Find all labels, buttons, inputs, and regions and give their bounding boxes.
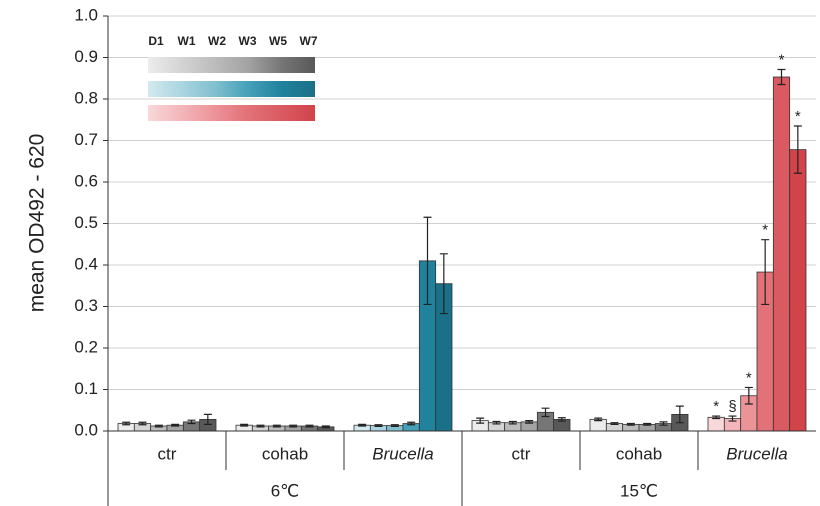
legend-label: D1 bbox=[148, 34, 164, 48]
category-label: cohab bbox=[262, 444, 308, 463]
error-bar bbox=[289, 424, 298, 428]
legend-swatch bbox=[148, 57, 315, 73]
y-tick-label: 0.4 bbox=[74, 254, 98, 273]
error-bar bbox=[777, 68, 786, 86]
error-bar bbox=[761, 239, 770, 306]
significance-marker: * bbox=[762, 222, 768, 239]
significance-marker: * bbox=[795, 108, 801, 125]
y-tick-label: 0.0 bbox=[74, 420, 98, 439]
y-tick-label: 0.6 bbox=[74, 171, 98, 190]
y-tick-label: 0.8 bbox=[74, 88, 98, 107]
error-bar bbox=[675, 405, 684, 424]
error-bar bbox=[643, 422, 652, 426]
significance-marker: * bbox=[713, 398, 719, 415]
error-bar bbox=[138, 421, 147, 426]
error-bar bbox=[626, 422, 635, 426]
error-bar bbox=[358, 423, 367, 427]
group-label: 15℃ bbox=[620, 481, 658, 500]
significance-marker: * bbox=[746, 369, 752, 386]
legend-label: W1 bbox=[178, 34, 196, 48]
error-bar bbox=[594, 417, 603, 422]
significance-marker: * bbox=[779, 52, 785, 69]
category-label: cohab bbox=[616, 444, 662, 463]
bar bbox=[707, 416, 725, 432]
bar bbox=[772, 76, 791, 432]
error-bar bbox=[374, 424, 383, 428]
y-tick-label: 0.3 bbox=[74, 296, 98, 315]
error-bar bbox=[187, 419, 196, 425]
error-bar bbox=[240, 423, 249, 427]
error-bar bbox=[793, 125, 802, 174]
error-bar bbox=[154, 424, 163, 428]
error-bar bbox=[728, 415, 737, 422]
category-label: Brucella bbox=[726, 444, 787, 463]
error-bar bbox=[171, 423, 180, 427]
error-bar bbox=[439, 253, 448, 315]
significance-marker: § bbox=[728, 398, 736, 415]
y-tick-label: 0.9 bbox=[74, 47, 98, 66]
legend-label: W5 bbox=[269, 34, 287, 48]
legend-label: W3 bbox=[239, 34, 257, 48]
error-bar bbox=[492, 420, 501, 425]
error-bar bbox=[321, 425, 330, 429]
error-bar bbox=[557, 417, 566, 422]
error-bar bbox=[305, 424, 314, 428]
category-label: ctr bbox=[158, 444, 177, 463]
y-axis-label: mean OD492 - 620 bbox=[26, 134, 49, 313]
error-bar bbox=[541, 407, 550, 418]
error-bar bbox=[122, 421, 131, 426]
y-tick-label: 0.7 bbox=[74, 130, 98, 149]
legend-swatch bbox=[148, 81, 315, 97]
error-bar bbox=[610, 422, 619, 425]
error-bar bbox=[476, 417, 485, 424]
bar bbox=[789, 149, 807, 432]
legend-label: W7 bbox=[300, 34, 318, 48]
group-label: 6℃ bbox=[271, 481, 300, 500]
error-bar bbox=[390, 424, 399, 428]
error-bar bbox=[525, 420, 534, 424]
category-label: Brucella bbox=[372, 444, 433, 463]
legend-label: W2 bbox=[208, 34, 226, 48]
error-bar bbox=[203, 413, 212, 425]
error-bar bbox=[744, 386, 753, 405]
error-bar bbox=[508, 420, 517, 425]
y-tick-label: 0.1 bbox=[74, 379, 98, 398]
error-bar bbox=[407, 421, 416, 426]
error-bar bbox=[712, 415, 721, 420]
y-tick-label: 1.0 bbox=[74, 5, 98, 24]
legend-swatch bbox=[148, 105, 315, 121]
category-label: ctr bbox=[512, 444, 531, 463]
y-tick-label: 0.5 bbox=[74, 213, 98, 232]
error-bar bbox=[423, 216, 432, 306]
error-bar bbox=[256, 424, 265, 428]
error-bar bbox=[659, 421, 668, 426]
y-tick-label: 0.2 bbox=[74, 337, 98, 356]
error-bar bbox=[272, 424, 281, 428]
